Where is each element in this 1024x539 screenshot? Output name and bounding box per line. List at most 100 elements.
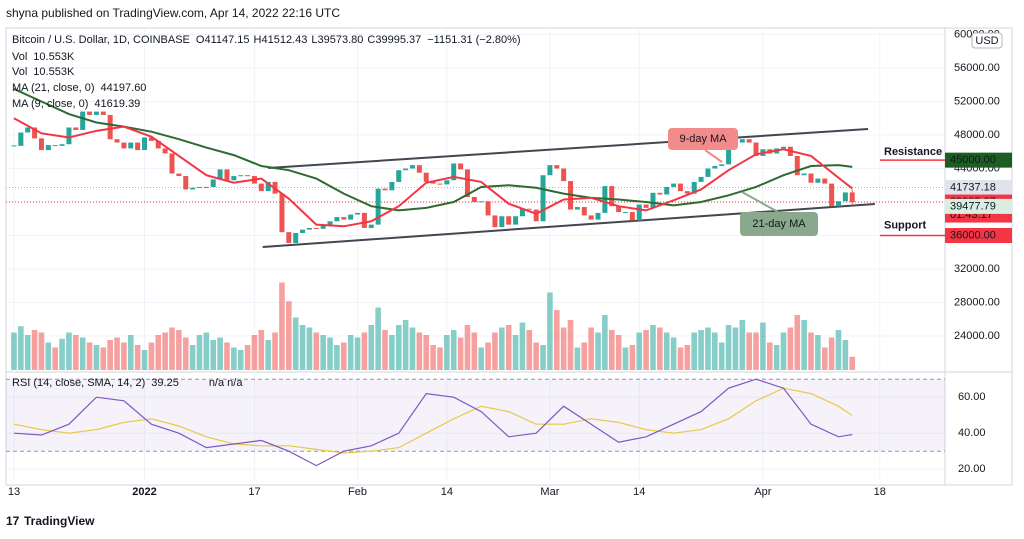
trendline [268, 128, 869, 170]
candle [471, 196, 477, 203]
candle [169, 153, 175, 174]
volume-bar [52, 347, 58, 370]
candle [128, 142, 134, 149]
candle [25, 127, 31, 133]
marks [6, 88, 945, 467]
volume-bar [492, 332, 498, 370]
volume-bar [849, 356, 856, 370]
volume-bar [416, 332, 423, 370]
legend-rsi-value: 39.25 [151, 377, 179, 389]
volume-bar [732, 327, 739, 370]
volume-bar [258, 330, 265, 370]
labels: 24000.0028000.0032000.0036000.0040000.00… [8, 28, 1012, 498]
annotation: 9-day MA [679, 133, 727, 145]
candle [348, 214, 354, 220]
candle [162, 148, 168, 154]
candle [636, 204, 642, 221]
volume-bar [306, 327, 313, 370]
candle [258, 183, 264, 192]
legend-ma: MA (9, close, 0) [12, 98, 88, 110]
price-tag-label: 45000.00 [950, 154, 996, 166]
volume-bar [320, 335, 326, 370]
candle [416, 165, 422, 173]
candle [176, 173, 182, 177]
volume-bar [409, 327, 416, 370]
candle [231, 176, 237, 181]
volume-bar [59, 338, 65, 370]
candle [279, 193, 285, 233]
candle [726, 145, 732, 165]
volume-bar [842, 340, 849, 370]
legend-change: −1151.31 (−2.80%) [427, 34, 520, 46]
annotation-pointer [704, 149, 723, 163]
volume-bar [354, 337, 361, 370]
legend-volume-value: 10.553K [33, 51, 75, 63]
volume-bar [684, 345, 691, 370]
currency-box [971, 32, 1003, 49]
volume-bar [835, 330, 842, 370]
volume-bar [93, 345, 100, 370]
volume-bar [588, 327, 594, 370]
candle [513, 216, 519, 225]
x-tick-label: 2022 [132, 486, 156, 498]
rsi-band [6, 379, 945, 452]
candle [100, 111, 106, 115]
volume-bar [210, 340, 217, 370]
candle [190, 187, 196, 190]
candle [183, 176, 189, 190]
candle [554, 165, 560, 169]
volume-bar [286, 301, 292, 370]
y-tick-label: 24000.00 [954, 330, 1000, 342]
candle [691, 181, 697, 194]
price-tag-label: 36000.00 [950, 229, 996, 241]
annotation: Support [884, 219, 926, 231]
volume-bar [471, 332, 478, 370]
candle [506, 216, 512, 225]
volume-bar [705, 327, 711, 370]
candle [561, 168, 567, 182]
brand-logo: 17 [6, 514, 20, 528]
frame [5, 27, 1013, 486]
volume-bar [231, 347, 237, 370]
volume-bar [670, 337, 677, 370]
candle [677, 183, 683, 192]
candle [705, 168, 711, 177]
volume-bar [31, 330, 38, 370]
y-tick-label: 48000.00 [954, 129, 1000, 141]
volume-bar [272, 332, 278, 370]
volume-bar [189, 345, 196, 370]
annotation-box [740, 212, 818, 236]
candle [396, 170, 402, 182]
candle [361, 212, 367, 228]
volume-bar [327, 337, 333, 370]
volume-bar [725, 325, 732, 370]
legend-ohlc-value: 41512.43 [261, 34, 307, 46]
candle [739, 139, 745, 143]
volume-bar [430, 345, 436, 370]
volume-bar [718, 342, 725, 370]
volume-bar [567, 320, 574, 370]
candle [300, 229, 306, 233]
volume-bar [100, 347, 107, 370]
volume-bar [485, 342, 491, 370]
legend-ohlc-key: L [311, 34, 317, 46]
volume-bar [622, 347, 629, 370]
legend-ohlc-value: 39995.37 [375, 34, 421, 46]
candle [829, 183, 835, 207]
candle [671, 183, 677, 187]
candle [719, 164, 725, 167]
volume-bar [251, 335, 258, 370]
x-tick-label: 17 [248, 486, 260, 498]
volume-bar [512, 335, 519, 370]
candle [423, 172, 429, 182]
volume-bar [464, 325, 471, 370]
candle [808, 173, 814, 183]
candle [18, 132, 24, 146]
volume-bar [423, 335, 430, 370]
volume-bar [753, 332, 759, 370]
volume-bar [265, 340, 271, 370]
legend-ohlc-key: H [254, 34, 262, 46]
candle [478, 201, 484, 203]
candle [781, 146, 787, 149]
volume-bar [547, 292, 553, 370]
